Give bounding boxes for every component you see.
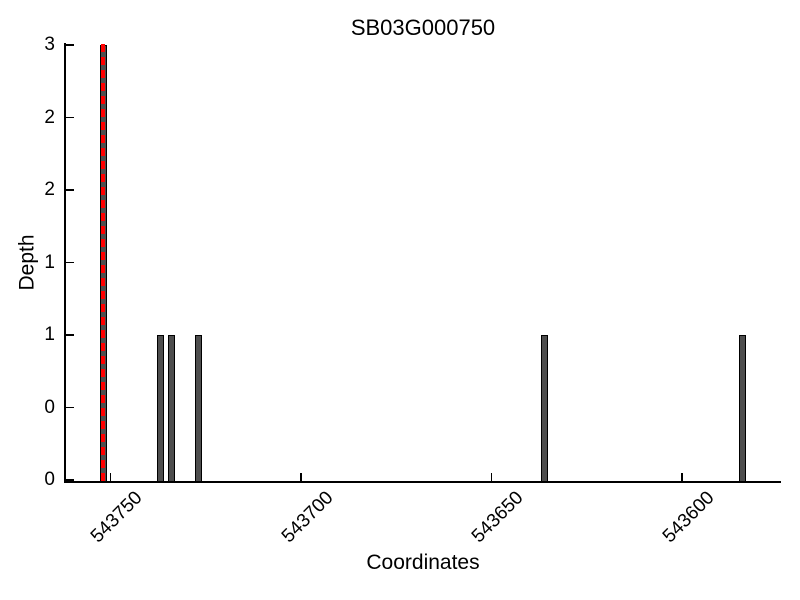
chart-title: SB03G000750 [350,15,496,40]
x-tick-label: 543650 [468,487,528,547]
y-tick-label: 0 [44,469,55,490]
y-tick [65,261,74,264]
y-tick-label: 2 [44,179,55,200]
x-tick-label: 543700 [277,487,338,547]
x-tick [490,472,493,481]
y-tick [65,334,74,336]
y-tick-label: 1 [44,324,55,345]
marker-line [101,44,105,485]
x-tick-label: 543600 [658,487,719,547]
y-tick-label: 3 [44,34,55,55]
x-tick-label: 543750 [87,487,147,547]
y-tick [65,189,74,191]
x-tick [300,472,302,481]
y-tick-label: 2 [44,106,55,128]
x-tick [681,472,683,481]
x-axis-line [63,480,781,483]
x-axis-title: Coordinates [366,551,480,574]
y-tick [65,406,74,409]
y-tick-label: 1 [44,251,55,273]
bar [156,335,164,482]
bar [541,335,549,482]
y-tick [65,479,74,481]
bar [739,335,747,482]
bar [168,335,176,482]
y-axis-line [63,43,66,482]
y-tick [65,116,74,119]
bar [194,335,202,482]
x-tick [109,472,112,481]
y-tick [65,44,74,46]
y-tick-label: 0 [44,396,55,418]
